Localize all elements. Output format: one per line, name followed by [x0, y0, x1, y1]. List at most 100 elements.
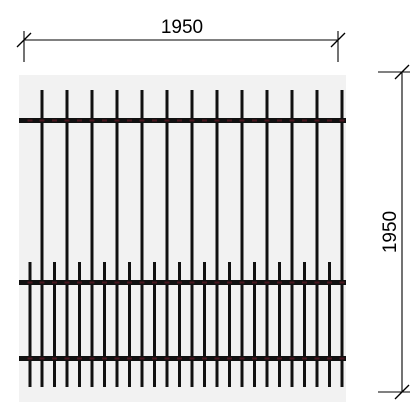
weld-mark: [52, 119, 57, 122]
weld-mark: [27, 281, 33, 284]
short-picket: [153, 262, 156, 387]
weld-mark: [64, 281, 70, 284]
weld-mark: [314, 119, 320, 122]
weld-mark: [64, 119, 70, 122]
weld-mark: [114, 357, 120, 360]
weld-mark: [189, 119, 195, 122]
height-tick-bottom: [394, 384, 410, 400]
weld-mark: [39, 357, 45, 360]
weld-mark: [327, 281, 332, 284]
weld-mark: [252, 119, 257, 122]
weld-mark: [327, 357, 332, 360]
weld-mark: [227, 357, 232, 360]
weld-mark: [202, 119, 207, 122]
short-picket: [53, 262, 56, 387]
weld-mark: [77, 119, 82, 122]
weld-mark: [227, 119, 232, 122]
tall-picket: [240, 90, 244, 387]
weld-mark: [214, 357, 220, 360]
middle-rail: [19, 280, 346, 285]
weld-mark: [164, 357, 170, 360]
height-dimension-label: 1950: [380, 211, 401, 253]
top-rail: [19, 118, 346, 123]
short-picket: [303, 262, 306, 387]
short-picket: [228, 262, 231, 387]
weld-mark: [164, 119, 170, 122]
tall-picket: [165, 90, 169, 387]
weld-mark: [302, 357, 307, 360]
tall-picket: [65, 90, 69, 387]
weld-mark: [289, 357, 295, 360]
tall-picket: [115, 90, 119, 387]
weld-mark: [77, 357, 82, 360]
tall-pickets: [40, 90, 344, 387]
weld-mark: [302, 119, 307, 122]
weld-mark: [27, 119, 33, 122]
short-picket: [253, 262, 256, 387]
short-picket: [128, 262, 131, 387]
weld-mark: [102, 119, 107, 122]
weld-mark: [314, 281, 320, 284]
weld-mark: [114, 119, 120, 122]
tall-picket: [190, 90, 194, 387]
weld-mark: [139, 281, 145, 284]
weld-mark: [302, 281, 307, 284]
weld-mark: [152, 357, 157, 360]
weld-mark: [102, 281, 107, 284]
weld-mark: [227, 281, 232, 284]
width-dimension: 1950: [16, 17, 346, 62]
tall-picket: [265, 90, 269, 387]
weld-mark: [152, 119, 157, 122]
weld-mark: [89, 281, 95, 284]
weld-mark: [264, 119, 270, 122]
tall-picket: [140, 90, 144, 387]
weld-mark: [252, 281, 257, 284]
weld-mark: [39, 281, 45, 284]
weld-mark: [177, 119, 182, 122]
weld-mark: [189, 281, 195, 284]
weld-mark: [52, 281, 57, 284]
weld-mark: [139, 357, 145, 360]
weld-mark: [214, 281, 220, 284]
weld-mark: [214, 119, 220, 122]
bottom-rail: [19, 356, 346, 361]
weld-mark: [202, 281, 207, 284]
weld-mark: [239, 357, 245, 360]
weld-mark: [339, 357, 345, 360]
tall-picket: [215, 90, 219, 387]
weld-mark: [289, 281, 295, 284]
weld-mark: [239, 281, 245, 284]
weld-mark: [152, 281, 157, 284]
height-tick-top: [394, 64, 410, 80]
height-dimension: 1950: [378, 64, 410, 400]
short-pickets: [28, 262, 331, 387]
weld-mark: [327, 119, 332, 122]
weld-mark: [127, 357, 132, 360]
width-tick-right: [330, 32, 346, 48]
weld-marks: [27, 119, 345, 360]
weld-mark: [264, 357, 270, 360]
weld-mark: [177, 281, 182, 284]
weld-mark: [89, 357, 95, 360]
weld-mark: [277, 357, 282, 360]
tall-picket: [40, 90, 44, 387]
short-picket: [278, 262, 281, 387]
short-picket: [178, 262, 181, 387]
weld-mark: [189, 357, 195, 360]
weld-mark: [39, 119, 45, 122]
tall-picket: [340, 90, 344, 387]
weld-mark: [277, 119, 282, 122]
weld-mark: [289, 119, 295, 122]
weld-mark: [27, 357, 33, 360]
weld-mark: [164, 281, 170, 284]
weld-mark: [264, 281, 270, 284]
weld-mark: [177, 357, 182, 360]
width-tick-left: [16, 32, 32, 48]
short-picket: [203, 262, 206, 387]
weld-mark: [314, 357, 320, 360]
weld-mark: [52, 357, 57, 360]
width-dimension-label: 1950: [161, 17, 203, 38]
weld-mark: [139, 119, 145, 122]
short-picket: [78, 262, 81, 387]
